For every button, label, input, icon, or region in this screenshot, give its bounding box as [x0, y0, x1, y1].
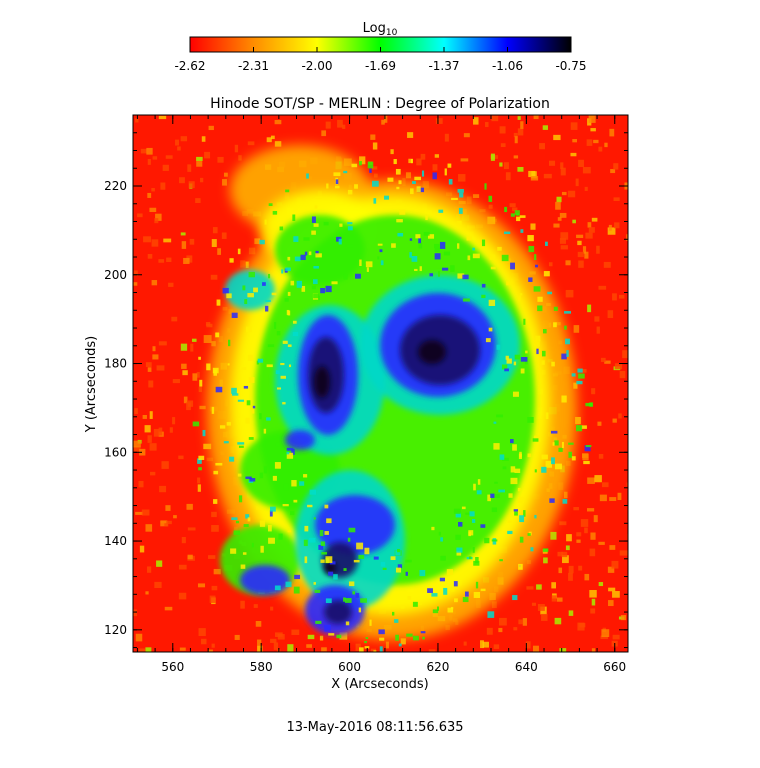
x-tick-label: 560 [161, 660, 184, 674]
y-tick-label: 220 [104, 179, 127, 193]
y-tick-label: 200 [104, 268, 127, 282]
heatmap-image [133, 115, 628, 652]
y-tick-label: 160 [104, 445, 127, 459]
x-tick-label: 640 [515, 660, 538, 674]
y-tick-label: 180 [104, 357, 127, 371]
colorbar-ticks: -2.62 -2.31 -2.00 -1.69 -1.37 -1.06 -0.75 [174, 47, 587, 73]
x-tick-label: 660 [603, 660, 626, 674]
axes: 560 580 600 620 640 660 120 140 160 180 200 220 [104, 114, 628, 674]
x-tick-label: 620 [427, 660, 450, 674]
y-axis-label: Y (Arcseconds) [84, 336, 99, 433]
colorbar-tick-label: -2.62 [174, 59, 205, 73]
colorbar-tick-label: -2.00 [301, 59, 332, 73]
colorbar-label: Log10 [363, 21, 398, 38]
plot-frame [132, 114, 629, 653]
x-tick-label: 600 [338, 660, 361, 674]
colorbar-tick-label: -0.75 [555, 59, 586, 73]
colorbar-tick-label: -1.37 [428, 59, 459, 73]
x-tick-label: 580 [250, 660, 273, 674]
timestamp: 13-May-2016 08:11:56.635 [286, 720, 463, 735]
chart-title: Hinode SOT/SP - MERLIN : Degree of Polar… [210, 96, 550, 112]
colorbar-tick-label: -2.31 [238, 59, 269, 73]
colorbar-tick-label: -1.06 [492, 59, 523, 73]
y-tick-label: 140 [104, 534, 127, 548]
y-tick-label: 120 [104, 623, 127, 637]
colorbar-tick-label: -1.69 [365, 59, 396, 73]
x-axis-label: X (Arcseconds) [331, 677, 428, 692]
